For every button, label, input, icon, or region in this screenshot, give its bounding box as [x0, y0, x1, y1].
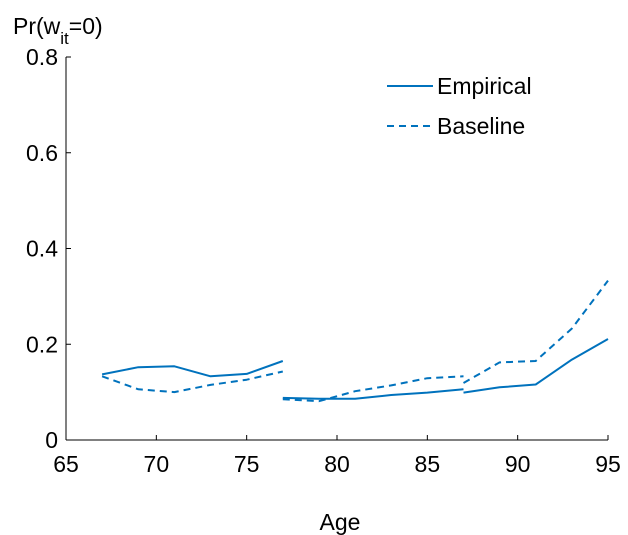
legend-label-baseline: Baseline [437, 113, 525, 139]
series-empirical-segment-2 [282, 388, 464, 400]
series-baseline-segment-1 [101, 370, 284, 394]
y-ticks: 0 0.2 0.4 0.6 0.8 [26, 44, 71, 453]
x-tick-label: 90 [505, 451, 531, 477]
x-ticks: 65 70 75 80 85 90 95 [53, 435, 621, 477]
x-tick-label: 80 [324, 451, 350, 477]
legend: Empirical Baseline [387, 73, 532, 139]
legend-label-empirical: Empirical [437, 73, 532, 99]
y-axis-title: Pr(wit=0) [13, 13, 103, 48]
x-tick-label: 75 [234, 451, 260, 477]
series-lines [101, 279, 609, 403]
y-axis-title-end: =0) [69, 13, 103, 39]
y-axis-title-main: Pr(w [13, 13, 61, 39]
y-axis-title-subscript: it [60, 29, 69, 48]
y-tick-label: 0.8 [26, 44, 58, 70]
axes [65, 57, 608, 441]
x-axis-title: Age [320, 509, 361, 535]
x-tick-label: 65 [53, 451, 79, 477]
y-tick-label: 0.2 [26, 331, 58, 357]
x-tick-label: 95 [595, 451, 621, 477]
series-baseline-segment-3 [463, 279, 609, 384]
x-tick-label: 85 [415, 451, 441, 477]
y-tick-label: 0 [45, 427, 58, 453]
x-tick-label: 70 [144, 451, 170, 477]
y-tick-label: 0.4 [26, 236, 58, 262]
series-baseline-segment-2 [282, 375, 464, 403]
series-empirical-segment-3 [463, 338, 609, 394]
series-empirical-segment-1 [101, 360, 284, 378]
y-tick-label: 0.6 [26, 140, 58, 166]
